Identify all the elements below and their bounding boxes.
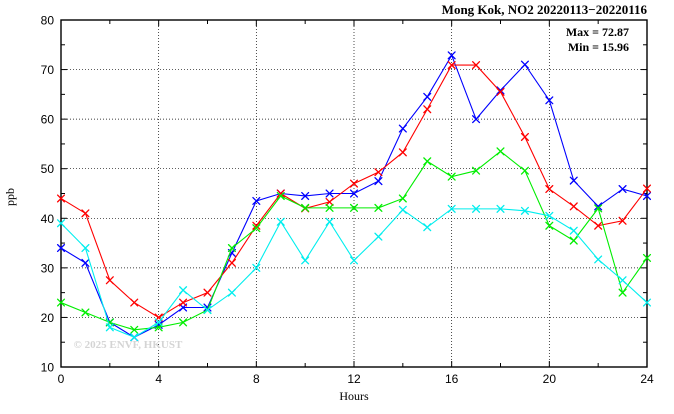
- svg-text:50: 50: [41, 162, 55, 176]
- svg-text:4: 4: [155, 372, 162, 386]
- svg-text:70: 70: [41, 63, 55, 77]
- svg-text:30: 30: [41, 261, 55, 275]
- svg-text:20: 20: [41, 311, 55, 325]
- svg-text:16: 16: [445, 372, 459, 386]
- svg-text:24: 24: [640, 372, 654, 386]
- svg-text:60: 60: [41, 113, 55, 127]
- svg-text:ppb: ppb: [3, 188, 17, 206]
- svg-text:8: 8: [253, 372, 260, 386]
- svg-text:0: 0: [58, 372, 65, 386]
- svg-text:Mong Kok, NO2 20220113−2022011: Mong Kok, NO2 20220113−20220116: [442, 2, 648, 17]
- svg-text:40: 40: [41, 212, 55, 226]
- svg-text:Max = 72.87: Max = 72.87: [566, 25, 629, 39]
- svg-text:Hours: Hours: [339, 389, 369, 403]
- svg-text:Min = 15.96: Min = 15.96: [568, 40, 629, 54]
- svg-text:© 2025 ENVF, HKUST: © 2025 ENVF, HKUST: [74, 339, 183, 351]
- svg-text:20: 20: [543, 372, 557, 386]
- svg-text:80: 80: [41, 14, 55, 28]
- svg-text:12: 12: [347, 372, 361, 386]
- svg-text:10: 10: [41, 361, 55, 375]
